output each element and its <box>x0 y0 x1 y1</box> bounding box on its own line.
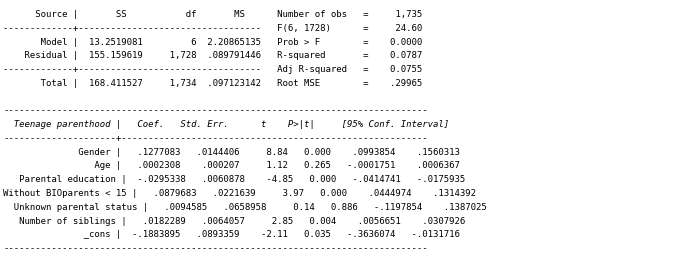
Text: Teenage parenthood |   Coef.   Std. Err.      t    P>|t|     [95% Conf. Interval: Teenage parenthood | Coef. Std. Err. t P… <box>3 120 449 129</box>
Text: Age |   .0002308    .000207     1.12   0.265   -.0001751    .0006367: Age | .0002308 .000207 1.12 0.265 -.0001… <box>3 162 460 171</box>
Text: -------------------------------------------------------------------------------: ----------------------------------------… <box>3 107 428 115</box>
Text: Unknown parental status |   .0094585   .0658958     0.14   0.886   -.1197854    : Unknown parental status | .0094585 .0658… <box>3 203 487 212</box>
Text: Residual |  155.159619     1,728  .089791446   R-squared       =    0.0787: Residual | 155.159619 1,728 .089791446 R… <box>3 51 423 60</box>
Text: -------------+----------------------------------   Adj R-squared   =    0.0755: -------------+--------------------------… <box>3 65 423 74</box>
Text: Without BIOparents < 15 |   .0879683   .0221639     3.97   0.000    .0444974    : Without BIOparents < 15 | .0879683 .0221… <box>3 189 477 198</box>
Text: Model |  13.2519081         6  2.20865135   Prob > F        =    0.0000: Model | 13.2519081 6 2.20865135 Prob > F… <box>3 38 423 47</box>
Text: Number of siblings |   .0182289   .0064057     2.85   0.004    .0056651    .0307: Number of siblings | .0182289 .0064057 2… <box>3 216 466 225</box>
Text: Gender |   .1277083   .0144406     8.84   0.000    .0993854    .1560313: Gender | .1277083 .0144406 8.84 0.000 .0… <box>3 148 460 157</box>
Text: Source |       SS           df       MS      Number of obs   =     1,735: Source | SS df MS Number of obs = 1,735 <box>3 10 423 19</box>
Text: -------------+----------------------------------   F(6, 1728)      =     24.60: -------------+--------------------------… <box>3 24 423 33</box>
Text: Total |  168.411527     1,734  .097123142   Root MSE        =    .29965: Total | 168.411527 1,734 .097123142 Root… <box>3 79 423 88</box>
Text: ---------------------+---------------------------------------------------------: ---------------------+------------------… <box>3 134 428 143</box>
Text: -------------------------------------------------------------------------------: ----------------------------------------… <box>3 244 428 253</box>
Text: _cons |  -.1883895   .0893359    -2.11   0.035   -.3636074   -.0131716: _cons | -.1883895 .0893359 -2.11 0.035 -… <box>3 230 460 239</box>
Text: Parental education |  -.0295338   .0060878    -4.85   0.000   -.0414741   -.0175: Parental education | -.0295338 .0060878 … <box>3 175 466 184</box>
